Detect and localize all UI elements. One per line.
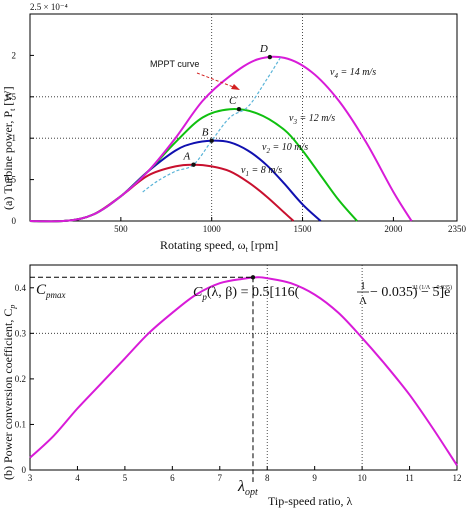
plot-b-xtick-label: 10 [358,473,368,483]
point-a [191,162,196,167]
plot-a-xlabel: Rotating speed, ωt [rpm] [160,238,278,254]
point-b [209,138,214,143]
point-label-b: B [202,127,209,139]
mppt-arrow [196,72,237,89]
plot-a-xtick-label: 500 [114,224,128,234]
plot-a-frame [29,13,458,222]
plot-b-xtick-label: 6 [170,473,175,483]
plot-b-frame [29,264,458,471]
plot-b-optimum-guides [30,275,256,482]
plot-b-xtick-label: 12 [453,473,462,483]
plot-a-xtick-label: 2350 [448,224,467,234]
series-line-cp [29,276,458,466]
plot-a-ytick-label: 2 [12,50,17,60]
series-label-v2: v2 = 10 m/s [262,142,308,155]
svg-text:1: 1 [360,280,366,292]
series-label-v1: v1 = 8 m/s [241,165,282,178]
plot-b-xtick-label: 3 [28,473,33,483]
point-c [236,107,242,112]
point-label-d: D [259,43,268,55]
mppt-annotation: MPPT curve [150,59,199,69]
mppt-arrowhead [231,84,240,90]
plot-b-xtick-label: 5 [123,473,128,483]
plot-a-xtick-label: 1000 [203,224,222,234]
point-label-c: C [229,95,237,107]
plot-b-ylabel: (b)Power conversion coefficient, Cp [1,305,17,480]
plot-b-xtick-label: 8 [265,473,270,483]
plot-b-xtick-label: 7 [218,473,223,483]
plot-a-y-exponent: 2.5 × 10⁻⁴ [30,2,68,12]
lambda-opt-label: λopt [237,478,258,498]
svg-text:− 0.035) − 5]e: − 0.035) − 5]e [370,285,450,300]
plot-a-points: AB C D [183,43,273,167]
plot-b-series [29,276,458,466]
plot-b-ytick-label: 0.3 [15,328,27,338]
series-line-mppt [142,56,282,193]
plot-b-grid [30,265,457,470]
plot-a-ticks: 500 1000 1500 2000 2350 0 0.5 1 1.5 2 [5,50,467,234]
series-line-v4 [29,55,413,223]
point-d [267,54,273,60]
plot-b-xlabel: Tip-speed ratio, λ [268,494,353,508]
turbine-power-chart: 500 1000 1500 2000 2350 0 0.5 1 1.5 2 AB C D 2.5 × … [1,2,467,254]
plot-b-xtick-label: 9 [312,473,317,483]
plot-a-xtick-label: 1500 [294,224,313,234]
plot-a-ytick-label: 0 [12,216,17,226]
plot-b-ytick-label: 0.4 [15,283,27,293]
plot-b-xtick-label: 4 [75,473,80,483]
plot-a-grid [30,14,457,221]
plot-a-ylabel: (a)Turbine power, Pt[W] [1,86,17,210]
plot-b-ticks: 3 4 5 6 7 8 9 10 11 12 0 0.1 0.2 0.3 0.4 [15,283,462,483]
cp-max-label: Cpmax [36,282,66,300]
svg-text:Λ: Λ [359,295,367,307]
plot-b-ytick-label: 0.1 [15,419,26,429]
plot-a-series [29,55,413,223]
plot-a-xtick-label: 2000 [384,224,403,234]
point-label-a: A [183,151,191,163]
plot-b-ytick-label: 0.2 [15,374,26,384]
optimum-point [250,275,256,280]
series-label-v3: v3 = 12 m/s [289,113,335,126]
plot-b-xtick-label: 11 [405,473,414,483]
series-label-v4: v4 = 14 m/s [330,67,376,80]
plot-a-ytick-label: 1.5 [5,92,17,102]
power-coefficient-chart: 3 4 5 6 7 8 9 10 11 12 0 0.1 0.2 0.3 0.4 Cpmax Cp(λ, β… [1,264,462,508]
plot-b-ytick-label: 0 [22,465,27,475]
cp-formula: Cp(λ, β) = 0.5[116( 1 Λ − 0.035) − 5]e −… [193,280,452,307]
plot-a-ytick-label: 1 [12,133,17,143]
svg-text:Cp(λ, β) = 0.5[116(: Cp(λ, β) = 0.5[116( [193,285,300,302]
plot-a-ytick-label: 0.5 [5,175,17,185]
svg-text:−21(1/Λ − 0.035): −21(1/Λ − 0.035) [409,284,452,291]
